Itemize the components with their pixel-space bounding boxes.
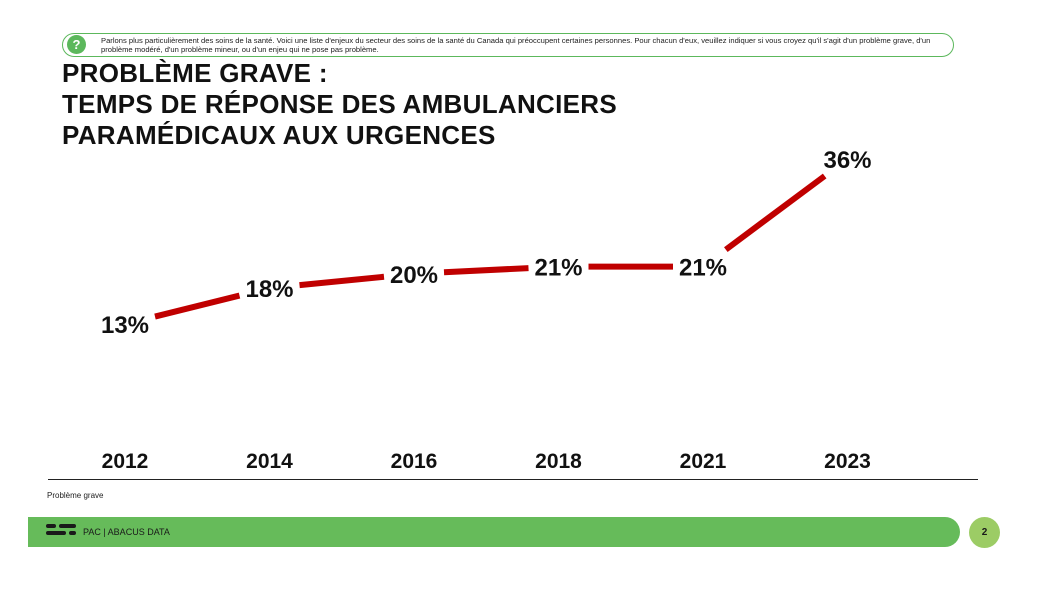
question-text: Parlons plus particulièrement des soins …: [101, 36, 931, 54]
line-chart: 13% 18% 20% 21% 21% 36% 2012 2014 2016 2018 2021 20…: [101, 147, 872, 473]
data-label-2023: 36%: [823, 147, 871, 174]
line-segment-2014-2016: [299, 273, 385, 289]
line-segment-2012-2014: [154, 292, 241, 320]
x-tick-label-2012: 2012: [102, 450, 149, 473]
x-tick-label-2018: 2018: [535, 450, 582, 473]
page-number: 2: [969, 517, 1000, 548]
footer-brand-text: PAC | ABACUS DATA: [83, 527, 170, 537]
line-segment-2021-2023: [724, 173, 827, 253]
data-label-2018: 21%: [534, 255, 582, 282]
data-label-2021: 21%: [679, 255, 727, 282]
line-segment-2016-2018: [443, 265, 529, 276]
data-label-2014: 18%: [245, 276, 293, 303]
abacus-logo-icon: [46, 524, 76, 540]
page-title: PROBLÈME GRAVE : TEMPS DE RÉPONSE DES AM…: [62, 58, 617, 151]
x-tick-label-2014: 2014: [246, 450, 293, 473]
title-line-1: PROBLÈME GRAVE :: [62, 58, 328, 88]
title-line-2: TEMPS DE RÉPONSE DES AMBULANCIERS: [62, 89, 617, 119]
question-mark-icon: ?: [67, 35, 86, 54]
x-axis-line: [48, 479, 978, 480]
legend-label: Problème grave: [47, 491, 104, 500]
data-label-2016: 20%: [390, 262, 438, 289]
footer-bar: PAC | ABACUS DATA: [28, 517, 960, 547]
data-label-2012: 13%: [101, 312, 149, 339]
question-box: ? Parlons plus particulièrement des soin…: [62, 33, 954, 57]
x-tick-label-2021: 2021: [680, 450, 727, 473]
x-tick-label-2016: 2016: [391, 450, 438, 473]
x-tick-label-2023: 2023: [824, 450, 871, 473]
title-line-3: PARAMÉDICAUX AUX URGENCES: [62, 120, 496, 150]
